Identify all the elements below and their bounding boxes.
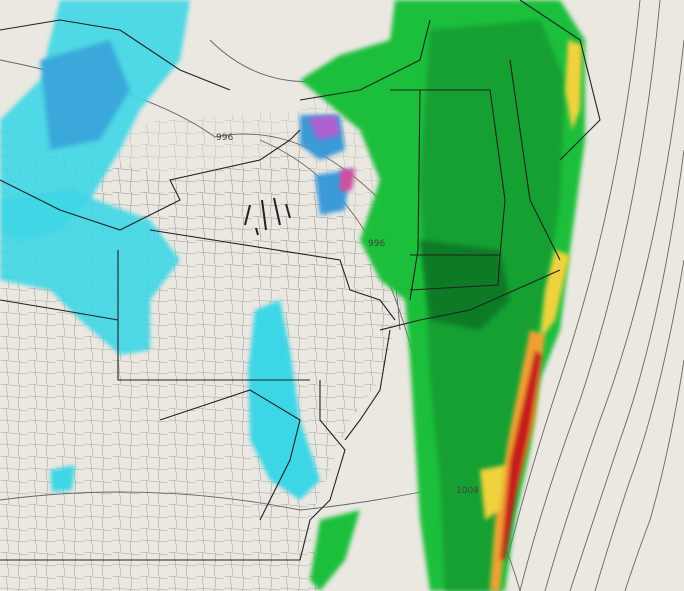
- trough-marks: [244, 197, 291, 236]
- isobar-label: 1004: [456, 486, 479, 496]
- state-borders: [0, 0, 601, 561]
- rain-precip: [300, 0, 585, 591]
- isobar-label: 996: [368, 239, 385, 249]
- heavy-rain-band: [480, 40, 582, 591]
- isobar-label: 996: [216, 133, 233, 143]
- mixed-precip: [308, 115, 355, 192]
- snow-precip: [0, 0, 350, 500]
